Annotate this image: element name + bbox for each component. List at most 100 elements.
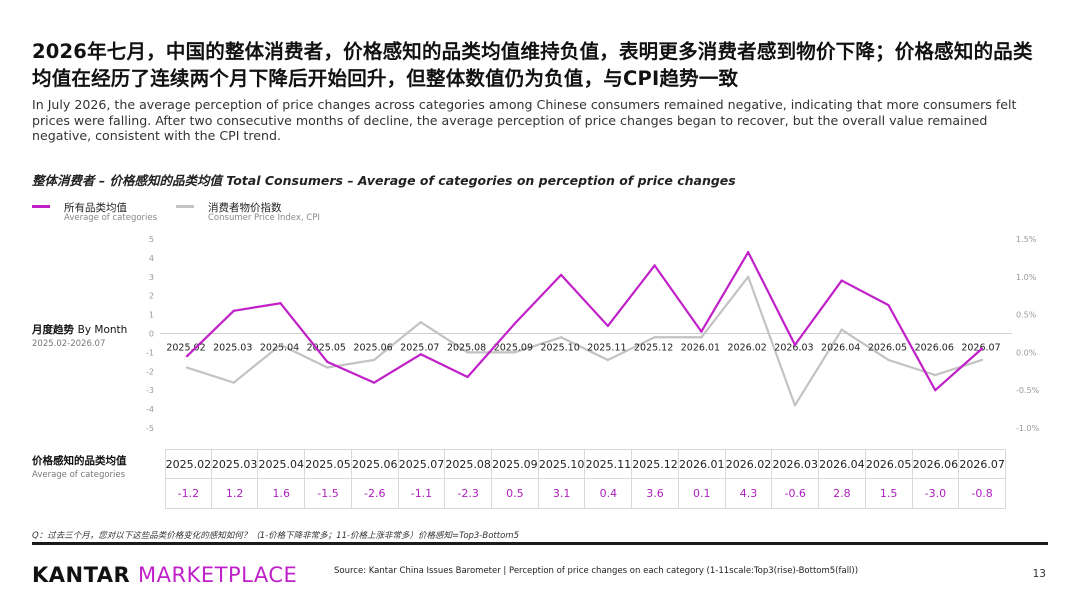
table-month-cell: 2025.07 [398, 449, 446, 479]
table-value-cell: 1.6 [258, 479, 306, 509]
avg-point [840, 279, 843, 282]
table-value-cell: 4.3 [725, 479, 773, 509]
table-month-cell: 2025.11 [585, 449, 633, 479]
table-month-cell: 2026.04 [819, 449, 866, 479]
values-table: 2025.02 2025.03 2025.04 2025.05 2025.06 2025.… [165, 449, 1006, 511]
left-axis-tick: 5 [149, 235, 154, 244]
left-axis-tick: -4 [146, 405, 154, 414]
x-axis-tick-label: 2025.10 [540, 343, 579, 354]
left-axis-tick: 4 [149, 254, 154, 263]
x-axis-tick-label: 2026.05 [868, 343, 907, 354]
avg-point [606, 324, 610, 328]
footer-divider [32, 542, 1048, 545]
table-month-cell: 2025.04 [258, 449, 306, 479]
kantar-marketplace-logo: KANTAR MARKETPLACE [32, 563, 297, 587]
avg-point [185, 354, 189, 358]
legend-avg-swatch [32, 205, 50, 208]
cpi-point [746, 275, 750, 278]
table-value-cell: -0.6 [772, 479, 820, 509]
cpi-point [185, 366, 189, 369]
left-axis-tick: 1 [149, 311, 154, 320]
x-axis-tick-label: 2026.06 [915, 343, 954, 354]
avg-point [372, 381, 376, 384]
survey-question: Q：过去三个月，您对以下这些品类价格变化的感知如何？（1-价格下降非常多；11-… [32, 531, 519, 541]
table-month-cell: 2026.07 [959, 449, 1006, 479]
right-axis-tick: -1.0% [1016, 424, 1040, 433]
table-month-cell: 2026.03 [772, 449, 820, 479]
right-axis-tick: 0.5% [1016, 311, 1037, 320]
table-row-values: -1.2 1.2 1.6 -1.5 -2.6 -1.1 -2.3 0.5 3.1 0.4 3.6 0.… [165, 479, 1006, 509]
left-axis-tick: 3 [149, 273, 154, 282]
table-month-cell: 2025.08 [445, 449, 493, 479]
x-axis-tick-label: 2026.03 [774, 343, 813, 354]
trend-range: 2025.02-2026.07 [32, 339, 106, 349]
headline: 2026年七月，中国的整体消费者，价格感知的品类均值维持负值，表明更多消费者感到… [32, 40, 1033, 90]
cpi-point [934, 373, 937, 377]
legend-avg-cn: 所有品类均值 [64, 202, 127, 214]
table-month-cell: 2025.10 [538, 449, 586, 479]
table-label-en: Average of categories [32, 470, 126, 480]
x-axis-tick-label: 2025.09 [494, 343, 533, 354]
avg-point [934, 389, 937, 392]
table-value-cell: -0.8 [959, 479, 1006, 509]
table-month-cell: 2026.05 [865, 449, 913, 479]
right-axis-tick: 1.0% [1016, 273, 1037, 282]
avg-point [513, 322, 516, 326]
table-value-cell: 3.1 [538, 479, 586, 509]
table-month-cell: 2026.02 [725, 449, 773, 479]
legend-cpi-cn: 消费者物价指数 [208, 202, 282, 214]
right-axis-tick: -0.5% [1016, 386, 1040, 395]
cpi-point [887, 358, 890, 362]
cpi-point [606, 358, 610, 362]
x-axis-tick-label: 2026.02 [728, 343, 767, 354]
x-axis-tick-label: 2025.03 [213, 343, 252, 354]
cpi-point [559, 336, 563, 339]
trend-label-cn: 月度趋势 [32, 324, 74, 336]
table-month-cell: 2025.09 [492, 449, 539, 479]
table-month-cell: 2025.12 [632, 449, 679, 479]
table-value-cell: -1.5 [305, 479, 352, 509]
left-axis-tick: -3 [146, 386, 154, 395]
x-axis-tick-label: 2026.01 [681, 343, 720, 354]
avg-point [419, 353, 423, 356]
table-month-cell: 2026.01 [678, 449, 726, 479]
cpi-point [232, 381, 235, 384]
table-value-cell: 3.6 [632, 479, 679, 509]
x-axis-tick-label: 2025.02 [166, 343, 205, 354]
logo-marketplace: MARKETPLACE [138, 563, 298, 587]
avg-point [746, 251, 750, 254]
avg-point [980, 347, 984, 350]
avg-point [793, 343, 797, 347]
subtext: In July 2026, the average perception of … [32, 97, 1017, 143]
avg-point [887, 303, 890, 307]
table-value-cell: 0.5 [492, 479, 539, 509]
table-label: 价格感知的品类均值 Average of categories [32, 453, 127, 480]
table-label-cn: 价格感知的品类均值 [32, 455, 127, 467]
avg-point [466, 375, 469, 379]
table-month-cell: 2026.06 [912, 449, 960, 479]
x-axis-tick-label: 2025.08 [447, 343, 486, 354]
cpi-point [326, 366, 329, 369]
chart-title: 整体消费者 – 价格感知的品类均值 Total Consumers – Aver… [32, 173, 736, 188]
left-axis-tick: -5 [146, 424, 154, 433]
cpi-point [793, 404, 797, 407]
cpi-point [279, 343, 282, 347]
cpi-point [653, 336, 656, 339]
avg-point [559, 273, 563, 277]
legend-cpi-swatch [176, 205, 194, 208]
cpi-point [840, 328, 843, 331]
avg-point [700, 330, 703, 333]
avg-point [279, 302, 282, 305]
line-chart: 5 4 3 2 1 0 -1 -2 -3 -4 -5 1.5% 1.0% 0.5% 0.0% -0.5% -1.… [146, 235, 1040, 433]
left-axis-tick: -1 [146, 348, 154, 357]
table-row-months: 2025.02 2025.03 2025.04 2025.05 2025.06 2025.… [165, 449, 1006, 479]
right-axis-tick: 0.0% [1016, 348, 1037, 357]
table-value-cell: 1.2 [211, 479, 259, 509]
left-axis-tick: 0 [149, 330, 154, 339]
table-value-cell: 0.4 [585, 479, 633, 509]
avg-point [653, 264, 656, 267]
x-axis-tick-label: 2025.04 [260, 343, 299, 354]
table-value-cell: -3.0 [912, 479, 960, 509]
cpi-point [513, 351, 516, 354]
trend-label-en: By Month [77, 324, 128, 336]
